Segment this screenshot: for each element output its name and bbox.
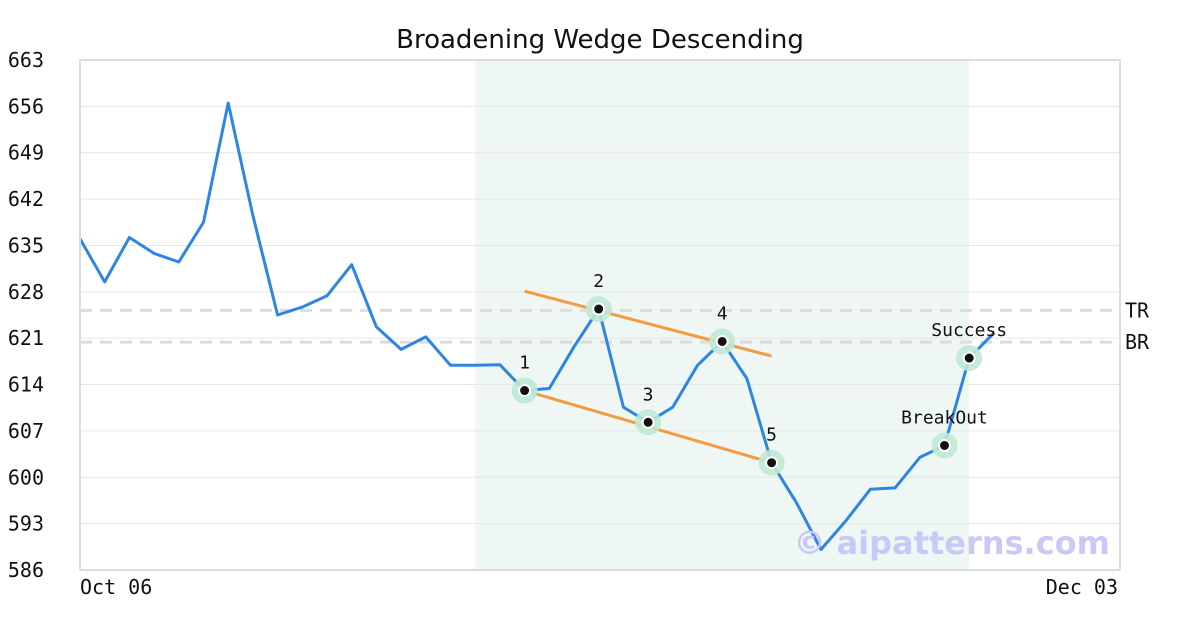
y-tick-label: 642 (8, 187, 44, 211)
pattern-point (518, 384, 532, 398)
y-tick-label: 649 (8, 141, 44, 165)
pattern-point-label: Success (931, 320, 1007, 341)
y-tick-label: 593 (8, 512, 44, 536)
pattern-point (715, 334, 729, 348)
pattern-region (475, 60, 970, 570)
pattern-point-label: BreakOut (901, 407, 988, 428)
y-tick-label: 614 (8, 373, 44, 397)
pattern-point-label: 4 (717, 303, 728, 324)
y-tick-label: 656 (8, 94, 44, 118)
chart-title: Broadening Wedge Descending (396, 25, 804, 55)
y-tick-label: 607 (8, 419, 44, 443)
pattern-point (938, 438, 951, 452)
y-tick-label: 600 (8, 465, 44, 489)
y-tick-label: 663 (8, 48, 44, 72)
y-tick-label: 586 (8, 558, 44, 582)
reference-label-tr: TR (1125, 298, 1150, 322)
reference-label-br: BR (1125, 330, 1150, 354)
pattern-point (962, 351, 976, 365)
plot-frame (79, 59, 1121, 571)
pattern-point (765, 456, 779, 470)
pattern-point-label: 2 (593, 271, 604, 292)
y-tick-label: 621 (8, 326, 44, 350)
pattern-point-label: 5 (766, 425, 777, 446)
y-tick-label: 628 (8, 280, 44, 304)
y-tick-label: 635 (8, 233, 44, 257)
watermark: © aipatterns.com (793, 524, 1110, 562)
x-tick-label: Dec 03 (1046, 575, 1118, 599)
pattern-point (592, 302, 606, 316)
pattern-point (641, 415, 655, 429)
pattern-point-label: 3 (643, 384, 654, 405)
pattern-point-label: 1 (519, 353, 530, 374)
x-tick-label: Oct 06 (80, 575, 152, 599)
